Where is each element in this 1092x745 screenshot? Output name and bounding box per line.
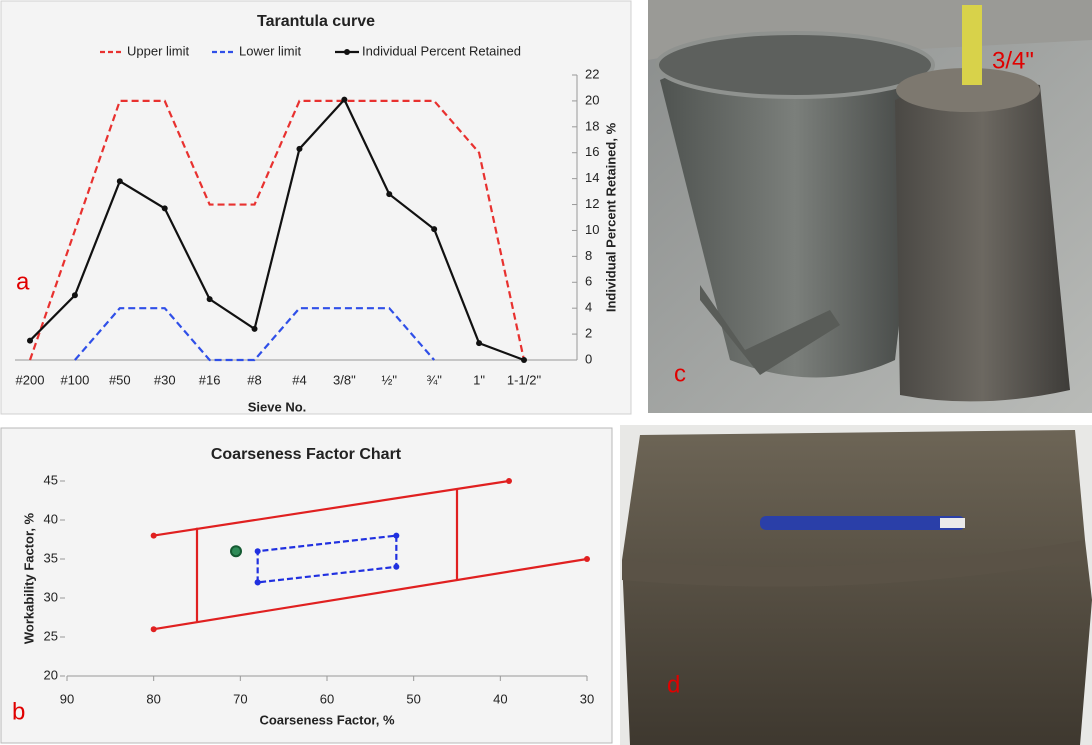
y-tick-label: 8 [585, 248, 592, 263]
legend-marker [344, 49, 350, 55]
y-tick-label: 2 [585, 326, 592, 341]
photo-d [620, 425, 1092, 745]
x-tick-label: 1-1/2" [507, 372, 542, 387]
y-tick-label: 25 [44, 628, 58, 643]
series-line [74, 307, 436, 362]
y-tick-label: 20 [44, 667, 58, 682]
photo-c [648, 0, 1092, 413]
y-tick-label: 22 [585, 66, 599, 81]
data-point [341, 96, 348, 103]
data-point [71, 292, 78, 299]
x-tick-label: ½" [382, 372, 398, 387]
x-tick-label: #100 [60, 372, 89, 387]
x-tick-label: 50 [406, 691, 420, 706]
data-point [521, 357, 527, 363]
data-point [161, 205, 168, 212]
x-tick-label: 1" [473, 372, 485, 387]
y-tick-label: 10 [585, 222, 599, 237]
data-point [296, 145, 303, 152]
panel-label: b [12, 698, 25, 725]
x-tick-label: #8 [247, 372, 261, 387]
data-point [116, 178, 123, 185]
data-point [476, 340, 483, 347]
x-tick-label: 80 [146, 691, 160, 706]
x-tick-label: 90 [60, 691, 74, 706]
legend-label: Lower limit [239, 43, 302, 58]
data-point [150, 626, 157, 633]
x-tick-label: 40 [493, 691, 507, 706]
x-tick-label: #16 [199, 372, 221, 387]
y-tick-label: 14 [585, 170, 599, 185]
y-tick-label: 45 [44, 472, 58, 487]
data-point [254, 579, 261, 586]
data-point [431, 226, 438, 233]
series-line [153, 479, 510, 537]
data-point [251, 325, 258, 332]
data-point [393, 563, 400, 570]
data-point [230, 545, 242, 558]
y-tick-label: 18 [585, 118, 599, 133]
y-tick-label: 0 [585, 351, 592, 366]
data-point [27, 337, 33, 344]
data-point [386, 191, 393, 198]
data-point [150, 532, 157, 539]
series-line [153, 557, 588, 631]
x-tick-label: #4 [292, 372, 306, 387]
panel-label: c [674, 360, 686, 387]
series-line [28, 99, 526, 361]
y-tick-label: 6 [585, 274, 592, 289]
data-point [393, 532, 400, 539]
x-axis-label: Coarseness Factor, % [259, 712, 395, 727]
x-tick-label: #50 [109, 372, 131, 387]
y-tick-label: 12 [585, 196, 599, 211]
data-point [206, 296, 213, 303]
series-line [256, 534, 398, 584]
x-tick-label: #200 [16, 372, 45, 387]
y-tick-label: 30 [44, 589, 58, 604]
data-point [506, 478, 512, 484]
y-tick-label: 16 [585, 144, 599, 159]
panel-a-background [0, 0, 632, 415]
legend-label: Individual Percent Retained [362, 43, 521, 58]
panel-b-background [0, 427, 613, 744]
chart-title: Tarantula curve [257, 13, 375, 30]
y-tick-label: 40 [44, 511, 58, 526]
panel-label: d [667, 671, 680, 698]
y-axis-label: Individual Percent Retained, % [603, 122, 618, 312]
data-point [254, 548, 261, 555]
x-tick-label: 3/8" [333, 372, 356, 387]
y-tick-label: 20 [585, 92, 599, 107]
x-tick-label: ¾" [426, 372, 442, 387]
series-line [29, 97, 525, 362]
y-tick-label: 35 [44, 550, 58, 565]
x-tick-label: 70 [233, 691, 247, 706]
x-tick-label: 30 [580, 691, 594, 706]
photo-annotation: 3/4" [992, 47, 1034, 74]
y-axis-label: Workability Factor, % [21, 512, 36, 644]
legend-label: Upper limit [127, 43, 190, 58]
data-point [584, 556, 590, 562]
panel-label: a [16, 268, 30, 295]
x-tick-label: #30 [154, 372, 176, 387]
chart-title: Coarseness Factor Chart [211, 446, 402, 463]
x-tick-label: 60 [320, 691, 334, 706]
y-tick-label: 4 [585, 300, 592, 315]
x-axis-label: Sieve No. [248, 399, 307, 414]
